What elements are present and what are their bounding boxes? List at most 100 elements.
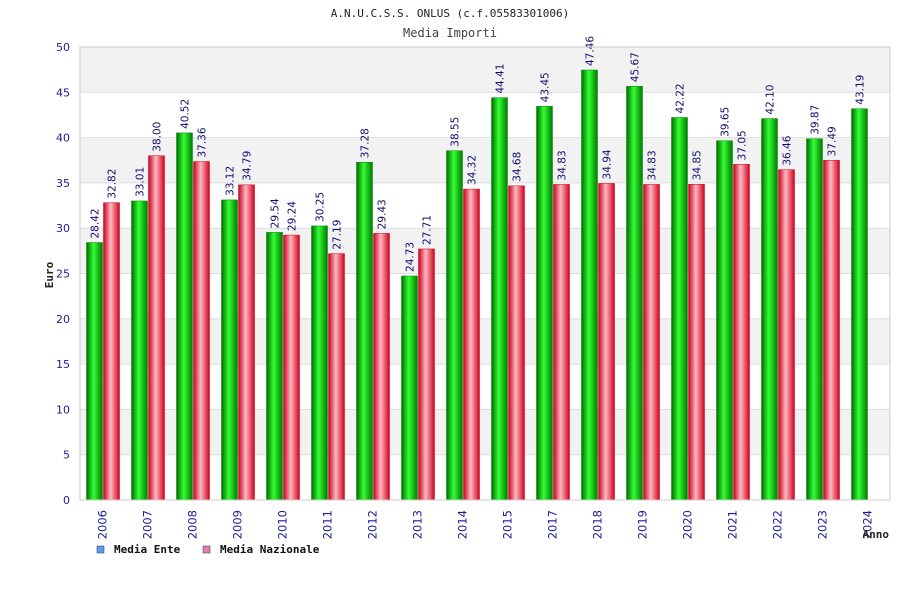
y-tick-label: 35 — [56, 177, 70, 190]
x-tick-label: 2006 — [96, 510, 110, 539]
bar-media-ente — [536, 106, 553, 501]
bar-value-label: 34.85 — [692, 150, 704, 180]
bar-media-ente — [176, 132, 193, 501]
bar-value-label: 37.49 — [827, 126, 839, 156]
bar-value-label: 28.42 — [90, 208, 102, 238]
bar-media-nazionale — [823, 160, 840, 501]
bar-value-label: 42.10 — [765, 85, 777, 115]
bar-value-label: 24.73 — [405, 242, 417, 272]
bar-media-nazionale — [283, 234, 300, 501]
grid-band — [80, 318, 890, 365]
bar-value-label: 29.24 — [287, 201, 299, 231]
y-tick-label: 50 — [56, 41, 70, 54]
bar-value-label: 38.00 — [152, 122, 164, 152]
x-axis-label: Anno — [863, 528, 890, 541]
bar-media-ente — [626, 85, 643, 501]
y-tick-label: 5 — [63, 449, 70, 462]
x-tick-label: 2008 — [186, 510, 200, 539]
bar-media-nazionale — [238, 184, 255, 501]
bar-value-label: 38.55 — [450, 117, 462, 147]
bar-media-nazionale — [463, 188, 480, 501]
bar-value-label: 37.36 — [197, 127, 209, 157]
bar-media-ente — [311, 225, 328, 501]
x-tick-label: 2017 — [546, 510, 560, 539]
bar-media-ente — [356, 161, 373, 501]
plot-frame — [79, 46, 891, 501]
grid-band — [80, 228, 890, 274]
bar-value-label: 34.94 — [602, 149, 614, 179]
bar-value-label: 39.87 — [810, 105, 822, 135]
grid-band — [80, 182, 890, 229]
bar-value-label: 36.46 — [782, 135, 794, 165]
grid-band — [80, 273, 890, 319]
x-tick-label: 2015 — [501, 510, 515, 539]
bar-media-nazionale — [508, 185, 525, 501]
x-axis-ticks: 2006 2007 2008 2009 2010 2011 2012 2013 2014 2015… — [96, 510, 875, 539]
bar-media-nazionale — [688, 184, 705, 501]
x-tick-label: 2018 — [591, 510, 605, 539]
x-tick-label: 2009 — [231, 510, 245, 539]
bar-value-label: 33.12 — [225, 166, 237, 196]
grid-band — [80, 47, 890, 93]
bar-media-nazionale — [643, 184, 660, 501]
bar-media-ente — [491, 97, 508, 501]
bar-value-label: 29.54 — [270, 198, 282, 228]
grid-band — [80, 364, 890, 410]
bar-value-label: 27.19 — [332, 220, 344, 250]
legend-swatch-media-nazionale — [202, 545, 211, 554]
bar-media-nazionale — [553, 184, 570, 501]
chart-subtitle: Media Importi — [403, 26, 497, 40]
bar-value-label: 32.82 — [107, 169, 119, 199]
y-tick-label: 30 — [56, 222, 70, 235]
bar-value-label: 27.71 — [422, 215, 434, 245]
x-tick-label: 2020 — [681, 510, 695, 539]
y-tick-label: 0 — [63, 494, 70, 507]
y-tick-label: 25 — [56, 268, 70, 281]
x-tick-label: 2011 — [321, 510, 335, 539]
y-tick-label: 10 — [56, 403, 70, 416]
bar-value-label: 37.05 — [737, 130, 749, 160]
x-tick-label: 2013 — [411, 510, 425, 539]
y-tick-label: 15 — [56, 358, 70, 371]
x-tick-label: 2007 — [141, 510, 155, 539]
bars — [86, 69, 868, 501]
bar-value-label: 34.32 — [467, 155, 479, 185]
bar-value-label: 34.83 — [557, 150, 569, 180]
bar-media-nazionale — [328, 253, 345, 501]
bar-value-label: 34.83 — [647, 150, 659, 180]
bar-value-label: 43.19 — [855, 75, 867, 105]
bar-value-label: 45.67 — [630, 52, 642, 82]
bar-value-label: 39.65 — [720, 107, 732, 137]
y-axis-ticks: 0 5 10 15 20 25 30 35 40 45 50 — [56, 41, 70, 507]
legend: Media Ente Media Nazionale — [96, 543, 320, 556]
x-tick-label: 2021 — [726, 510, 740, 539]
bar-value-label: 43.45 — [540, 72, 552, 102]
bar-media-ente — [86, 242, 103, 501]
bar-media-ente — [221, 199, 238, 501]
bar-media-nazionale — [733, 164, 750, 501]
y-axis-label: Euro — [43, 261, 56, 288]
bar-media-nazionale — [103, 202, 120, 501]
bar-media-nazionale — [373, 233, 390, 501]
bar-media-ente — [581, 69, 598, 501]
chart-title: A.N.U.C.S.S. ONLUS (c.f.05583301006) — [331, 7, 569, 20]
bar-media-nazionale — [193, 161, 210, 501]
bar-value-label: 47.46 — [585, 36, 597, 66]
bar-media-ente — [851, 108, 868, 501]
bar-value-label: 30.25 — [315, 192, 327, 222]
bar-media-ente — [266, 232, 283, 501]
grid-band — [80, 137, 890, 183]
y-tick-label: 45 — [56, 86, 70, 99]
bar-value-label: 34.79 — [242, 151, 254, 181]
bar-media-ente — [806, 138, 823, 501]
bar-value-label: 33.01 — [135, 167, 147, 197]
bar-value-label: 44.41 — [495, 64, 507, 94]
x-tick-label: 2012 — [366, 510, 380, 539]
bar-value-label: 34.68 — [512, 152, 524, 182]
bar-media-ente — [446, 150, 463, 501]
x-tick-label: 2023 — [816, 510, 830, 539]
bar-media-ente — [671, 117, 688, 501]
bar-media-ente — [716, 140, 733, 501]
bar-media-nazionale — [148, 155, 165, 501]
